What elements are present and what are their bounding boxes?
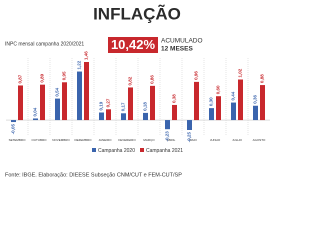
chart-subtitle: INPC mensal campanha 2020/2021 [5, 41, 84, 47]
value-label: 0,38 [172, 94, 177, 103]
x-tick-label: AGOSTO [253, 138, 266, 142]
value-label: 0,82 [128, 76, 133, 85]
x-tick-label: SETEMBRO [9, 138, 27, 142]
bar [121, 113, 126, 121]
value-label: 0,96 [194, 71, 199, 80]
bar [253, 105, 258, 121]
bar [84, 62, 89, 121]
value-label: -0,25 [187, 132, 192, 143]
x-tick-label: FEVEREIRO [118, 138, 136, 142]
bar [18, 85, 23, 121]
value-label: 0,44 [231, 91, 236, 100]
bar [33, 118, 38, 121]
chart-title: INFLAÇÃO [93, 3, 181, 23]
source: Fonte: IBGE. Elaboração: DIEESE Subseção… [5, 172, 182, 178]
chart: INFLAÇÃO INPC mensal campanha 2020/2021 … [5, 3, 270, 178]
x-tick-label: MAIO [189, 138, 197, 142]
value-label: 0,95 [62, 71, 67, 80]
legend-swatch [140, 148, 144, 152]
x-tick-label: ABRIL [167, 138, 176, 142]
value-label: 1,02 [238, 68, 243, 77]
bar [40, 84, 45, 121]
x-tick-label: JANEIRO [98, 138, 112, 142]
value-label: 0,04 [33, 107, 38, 116]
value-label: 0,88 [260, 74, 265, 83]
value-label: 0,60 [216, 85, 221, 94]
value-label: 0,54 [55, 87, 60, 96]
bar [62, 82, 67, 121]
bar [99, 112, 104, 121]
bar [77, 71, 82, 121]
legend-label: Campanha 2021 [146, 148, 183, 154]
x-tick-label: DEZEMBRO [74, 138, 92, 142]
bar [238, 79, 243, 121]
bar [165, 120, 170, 130]
x-tick-label: JULHO [232, 138, 243, 142]
value-label: 1,46 [84, 51, 89, 60]
bar [260, 85, 265, 121]
value-label: 0,87 [18, 74, 23, 83]
bar [209, 108, 214, 121]
x-tick-label: OUTUBRO [32, 138, 48, 142]
value-label: 0,86 [150, 75, 155, 84]
x-tick-label: JUNHO [210, 138, 221, 142]
legend-swatch [92, 148, 96, 152]
value-label: 1,22 [77, 60, 82, 69]
value-label: 0,30 [209, 97, 214, 106]
bar [143, 112, 148, 121]
x-tick-label: MARÇO [143, 138, 155, 142]
bar [194, 81, 199, 121]
x-tick-label: NOVEMBRO [52, 138, 70, 142]
bar [11, 120, 16, 123]
bar [106, 109, 111, 121]
accumulated-box [108, 37, 158, 53]
value-label: 0,19 [99, 101, 104, 110]
value-label: 0,36 [253, 94, 258, 103]
value-label: 0,89 [40, 73, 45, 82]
accumulated-value: 10,42% [111, 37, 156, 52]
bar [216, 96, 221, 121]
bar [128, 87, 133, 121]
bar [55, 98, 60, 121]
value-label: -0,05 [11, 124, 16, 135]
accumulated-period: 12 MESES [161, 46, 193, 53]
accumulated-label: ACUMULADO [161, 38, 203, 45]
bar [150, 85, 155, 121]
bar [187, 120, 192, 130]
legend-label: Campanha 2020 [98, 148, 135, 154]
value-label: 0,27 [106, 98, 111, 107]
bar [172, 104, 177, 121]
value-label: -0,23 [165, 131, 170, 142]
value-label: 0,18 [143, 102, 148, 111]
bar [231, 102, 236, 121]
value-label: 0,17 [121, 102, 126, 111]
